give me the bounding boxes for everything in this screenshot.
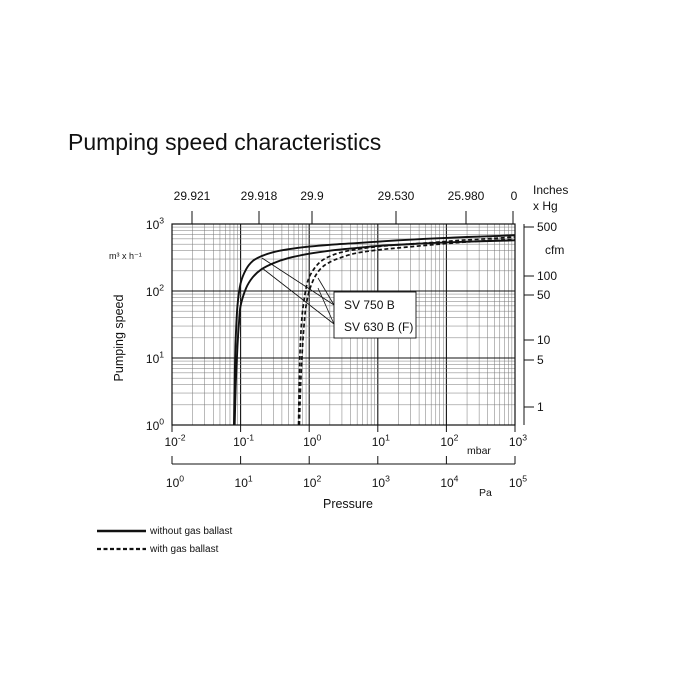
y-tick-label: 101 xyxy=(146,350,164,366)
left-axis: 100 101 102 103 xyxy=(146,216,164,433)
leader-line xyxy=(317,287,335,325)
right-axis-unit: cfm xyxy=(545,243,564,257)
pa-tick-label: 104 xyxy=(440,474,458,490)
leader-line xyxy=(261,267,335,325)
chart-grid xyxy=(172,224,515,425)
pa-tick-label: 105 xyxy=(509,474,527,490)
legend-label-solid: without gas ballast xyxy=(149,526,232,537)
leader-line xyxy=(261,257,335,306)
right-tick-label: 100 xyxy=(537,269,557,283)
top-tick-label: 29.530 xyxy=(378,189,415,203)
y-tick-label: 103 xyxy=(146,216,164,232)
series-line-3 xyxy=(298,238,516,426)
pa-tick-label: 100 xyxy=(166,474,184,490)
right-tick-label: 50 xyxy=(537,288,551,302)
x-axis-label: Pressure xyxy=(323,497,373,511)
right-unit-top: Inches xyxy=(533,183,568,197)
mbar-axis: 10-2 10-1 100 101 102 103 xyxy=(164,425,527,449)
mbar-tick-label: 101 xyxy=(372,433,390,449)
pa-tick-label: 102 xyxy=(303,474,321,490)
series-line-1 xyxy=(233,239,516,426)
pa-axis: 100 101 102 103 104 105 xyxy=(166,456,527,490)
right-tick-label: 1 xyxy=(537,400,544,414)
mbar-unit: mbar xyxy=(467,445,491,457)
mbar-tick-label: 10-1 xyxy=(233,433,254,449)
top-tick-label: 25.980 xyxy=(448,189,485,203)
right-tick-label: 10 xyxy=(537,333,551,347)
top-tick-label: 0 xyxy=(511,189,518,203)
top-tick-label: 29.921 xyxy=(174,189,211,203)
annotation-sv630b: SV 630 B (F) xyxy=(344,320,413,334)
mbar-tick-label: 102 xyxy=(440,433,458,449)
top-tick-label: 29.918 xyxy=(241,189,278,203)
leader-line xyxy=(317,277,335,306)
chart-series xyxy=(233,234,516,426)
y-tick-label: 100 xyxy=(146,417,164,433)
pa-tick-label: 101 xyxy=(235,474,253,490)
annotation-sv750b: SV 750 B xyxy=(344,298,395,312)
pa-tick-label: 103 xyxy=(372,474,390,490)
right-tick-label: 5 xyxy=(537,353,544,367)
pa-unit: Pa xyxy=(479,487,492,499)
mbar-tick-label: 100 xyxy=(303,433,321,449)
y-tick-label: 102 xyxy=(146,283,164,299)
chart-title: Pumping speed characteristics xyxy=(68,129,381,155)
right-unit-bottom: x Hg xyxy=(533,199,558,213)
callout: SV 750 B SV 630 B (F) xyxy=(261,257,417,339)
top-axis: 29.921 29.918 29.9 29.530 25.980 0 xyxy=(174,189,518,224)
y-unit-label: m³ x h⁻¹ xyxy=(109,251,142,261)
right-tick-label: 500 xyxy=(537,220,557,234)
plot-frame xyxy=(171,223,516,426)
callout-box xyxy=(333,291,417,339)
legend: without gas ballast with gas ballast xyxy=(97,526,232,555)
top-tick-label: 29.9 xyxy=(300,189,324,203)
series-line-2 xyxy=(297,236,516,426)
y-axis-label: Pumping speed xyxy=(112,295,126,382)
legend-label-dashed: with gas ballast xyxy=(149,544,219,555)
mbar-tick-label: 10-2 xyxy=(164,433,185,449)
right-axis: 500 100 50 10 5 1 xyxy=(523,220,557,425)
series-line-0 xyxy=(233,234,516,426)
mbar-tick-label: 103 xyxy=(509,433,527,449)
